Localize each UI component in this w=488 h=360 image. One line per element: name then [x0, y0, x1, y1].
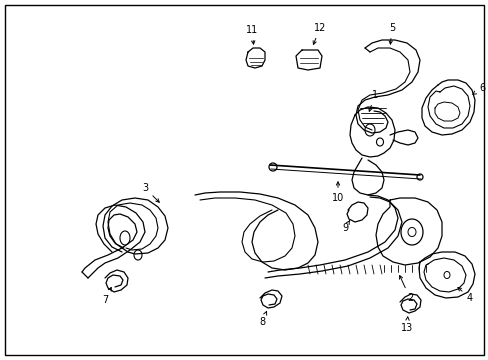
Text: 11: 11 — [245, 25, 258, 44]
Text: 1: 1 — [368, 90, 377, 111]
Text: 4: 4 — [457, 288, 472, 303]
Text: 9: 9 — [341, 220, 349, 233]
Text: 12: 12 — [312, 23, 325, 44]
Text: 6: 6 — [472, 83, 484, 94]
Text: 8: 8 — [259, 311, 266, 327]
Text: 3: 3 — [142, 183, 159, 202]
Text: 5: 5 — [388, 23, 394, 44]
Text: 2: 2 — [399, 275, 412, 303]
Text: 7: 7 — [102, 287, 111, 305]
Text: 13: 13 — [400, 317, 412, 333]
Text: 10: 10 — [331, 182, 344, 203]
